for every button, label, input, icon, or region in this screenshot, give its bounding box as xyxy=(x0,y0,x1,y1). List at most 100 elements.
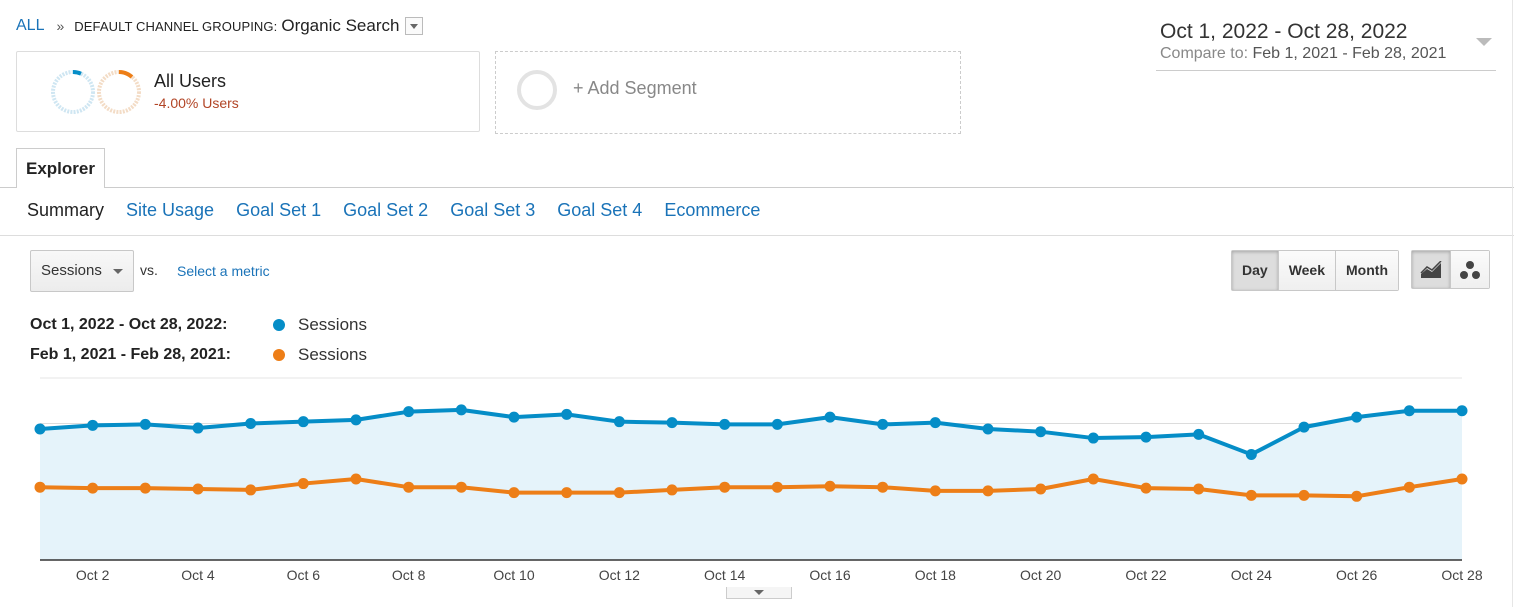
date-divider xyxy=(1156,70,1496,71)
x-tick-label: Oct 16 xyxy=(809,567,850,583)
legend-series-1-label: Oct 1, 2022 - Oct 28, 2022: xyxy=(30,316,228,333)
subnav-goal-set-2[interactable]: Goal Set 2 xyxy=(343,200,429,220)
chart-type-buttons xyxy=(1411,250,1490,289)
series-2-point xyxy=(245,484,257,496)
series-2-point xyxy=(1245,489,1257,501)
sessions-line-chart: Oct 2 Oct 4 Oct 6 Oct 8 Oct 10 Oct 12 Oct 14 Oc… xyxy=(34,377,1483,583)
granularity-buttons: Day Week Month xyxy=(1231,250,1399,291)
add-segment-ring-icon xyxy=(517,70,557,110)
series-2-point xyxy=(87,482,99,494)
series-1-point xyxy=(508,411,520,423)
series-1-point xyxy=(403,406,415,418)
date-range[interactable]: Oct 1, 2022 - Oct 28, 2022 xyxy=(1160,20,1408,43)
series-2-point xyxy=(508,487,520,499)
series-1-point xyxy=(455,404,467,416)
series-1-point xyxy=(1298,421,1310,433)
date-picker-chevron-icon[interactable] xyxy=(1476,38,1492,46)
series-2-point xyxy=(1193,483,1205,495)
series-1-point xyxy=(297,416,309,428)
subnav-divider xyxy=(0,235,1514,236)
series-1-point xyxy=(771,418,783,430)
x-tick-label: Oct 18 xyxy=(915,567,956,583)
series-2-point xyxy=(1298,489,1310,501)
x-tick-label: Oct 12 xyxy=(599,567,640,583)
series-1-point xyxy=(1351,411,1363,423)
x-tick-label: Oct 8 xyxy=(392,567,426,583)
series-1-point xyxy=(1035,426,1047,438)
series-1-point xyxy=(87,419,99,431)
x-tick-label: Oct 26 xyxy=(1336,567,1377,583)
series-1-point xyxy=(561,408,573,420)
legend-series-2: Feb 1, 2021 - Feb 28, 2021: Sessions xyxy=(30,345,367,365)
chevron-down-icon xyxy=(113,269,123,274)
motion-chart-button[interactable] xyxy=(1451,251,1489,288)
chevron-down-icon[interactable] xyxy=(405,17,424,35)
x-tick-label: Oct 22 xyxy=(1125,567,1166,583)
day-button[interactable]: Day xyxy=(1232,251,1278,290)
series-2-point xyxy=(719,481,731,493)
x-tick-label: Oct 4 xyxy=(181,567,215,583)
subnav-site-usage[interactable]: Site Usage xyxy=(126,200,215,220)
series-1-point xyxy=(613,416,625,428)
series-1-point xyxy=(245,418,257,429)
segment-change: -4.00% Users xyxy=(154,95,239,111)
series-2-point xyxy=(403,481,415,493)
series-1-point xyxy=(929,417,941,429)
legend-series-1: Oct 1, 2022 - Oct 28, 2022: Sessions xyxy=(30,315,367,335)
subnav-ecommerce[interactable]: Ecommerce xyxy=(664,200,761,220)
series-1-point xyxy=(192,422,204,434)
series-2-point xyxy=(34,481,46,493)
legend-series-1-name: Sessions xyxy=(298,315,367,334)
metric-select[interactable]: Sessions xyxy=(30,250,134,292)
subnav-summary[interactable]: Summary xyxy=(27,200,105,220)
series-1-point xyxy=(34,423,46,435)
series-2-point xyxy=(929,485,941,497)
chart-collapse-toggle[interactable] xyxy=(726,587,792,599)
series-1-point xyxy=(1245,448,1257,460)
series-2-point xyxy=(192,483,204,495)
series-2-point xyxy=(1035,483,1047,495)
breadcrumb-value: Organic Search xyxy=(281,16,400,35)
vs-label: vs. xyxy=(140,262,158,278)
series-1-area xyxy=(40,409,1462,560)
segment-card-all-users[interactable] xyxy=(16,51,480,132)
legend-series-2-dot xyxy=(273,349,285,361)
compare-dates: Feb 1, 2021 - Feb 28, 2021 xyxy=(1252,45,1447,62)
series-1-point xyxy=(666,417,678,429)
line-chart-button[interactable] xyxy=(1412,251,1451,288)
series-1-point xyxy=(1403,405,1415,417)
series-1-point xyxy=(1193,428,1205,440)
add-segment-button[interactable] xyxy=(495,51,961,134)
x-tick-label: Oct 6 xyxy=(287,567,321,583)
series-2-point xyxy=(1087,473,1099,485)
x-tick-label: Oct 24 xyxy=(1231,567,1272,583)
segment-label: All Users xyxy=(154,71,227,91)
series-2-point xyxy=(771,481,783,493)
series-2-point xyxy=(1140,482,1152,494)
subnav-goal-set-1[interactable]: Goal Set 1 xyxy=(236,200,322,220)
month-button[interactable]: Month xyxy=(1335,251,1398,290)
breadcrumb: ALL » DEFAULT CHANNEL GROUPING: Organic … xyxy=(16,16,424,36)
series-1-point xyxy=(719,418,731,430)
series-1-point xyxy=(139,418,151,430)
metric-select-value: Sessions xyxy=(41,262,102,279)
add-segment-label: + Add Segment xyxy=(573,78,697,98)
series-1-point xyxy=(350,414,362,426)
series-2-point xyxy=(613,487,625,499)
subnav-goal-set-4[interactable]: Goal Set 4 xyxy=(557,200,643,220)
segment-donut-icons xyxy=(51,70,141,114)
week-button[interactable]: Week xyxy=(1277,251,1336,290)
breadcrumb-dimension: DEFAULT CHANNEL GROUPING: xyxy=(74,18,278,34)
tab-divider xyxy=(0,187,1514,188)
x-tick-label: Oct 14 xyxy=(704,567,745,583)
subnav-goal-set-3[interactable]: Goal Set 3 xyxy=(450,200,536,220)
select-metric-link[interactable]: Select a metric xyxy=(177,263,270,279)
breadcrumb-all-link[interactable]: ALL xyxy=(16,17,45,34)
series-1-point xyxy=(982,423,994,435)
series-2-point xyxy=(139,482,151,494)
tab-explorer[interactable]: Explorer xyxy=(16,148,105,188)
x-tick-label: Oct 20 xyxy=(1020,567,1061,583)
series-2-point xyxy=(561,487,573,499)
legend-series-2-name: Sessions xyxy=(298,345,367,364)
series-2-point xyxy=(877,481,889,493)
